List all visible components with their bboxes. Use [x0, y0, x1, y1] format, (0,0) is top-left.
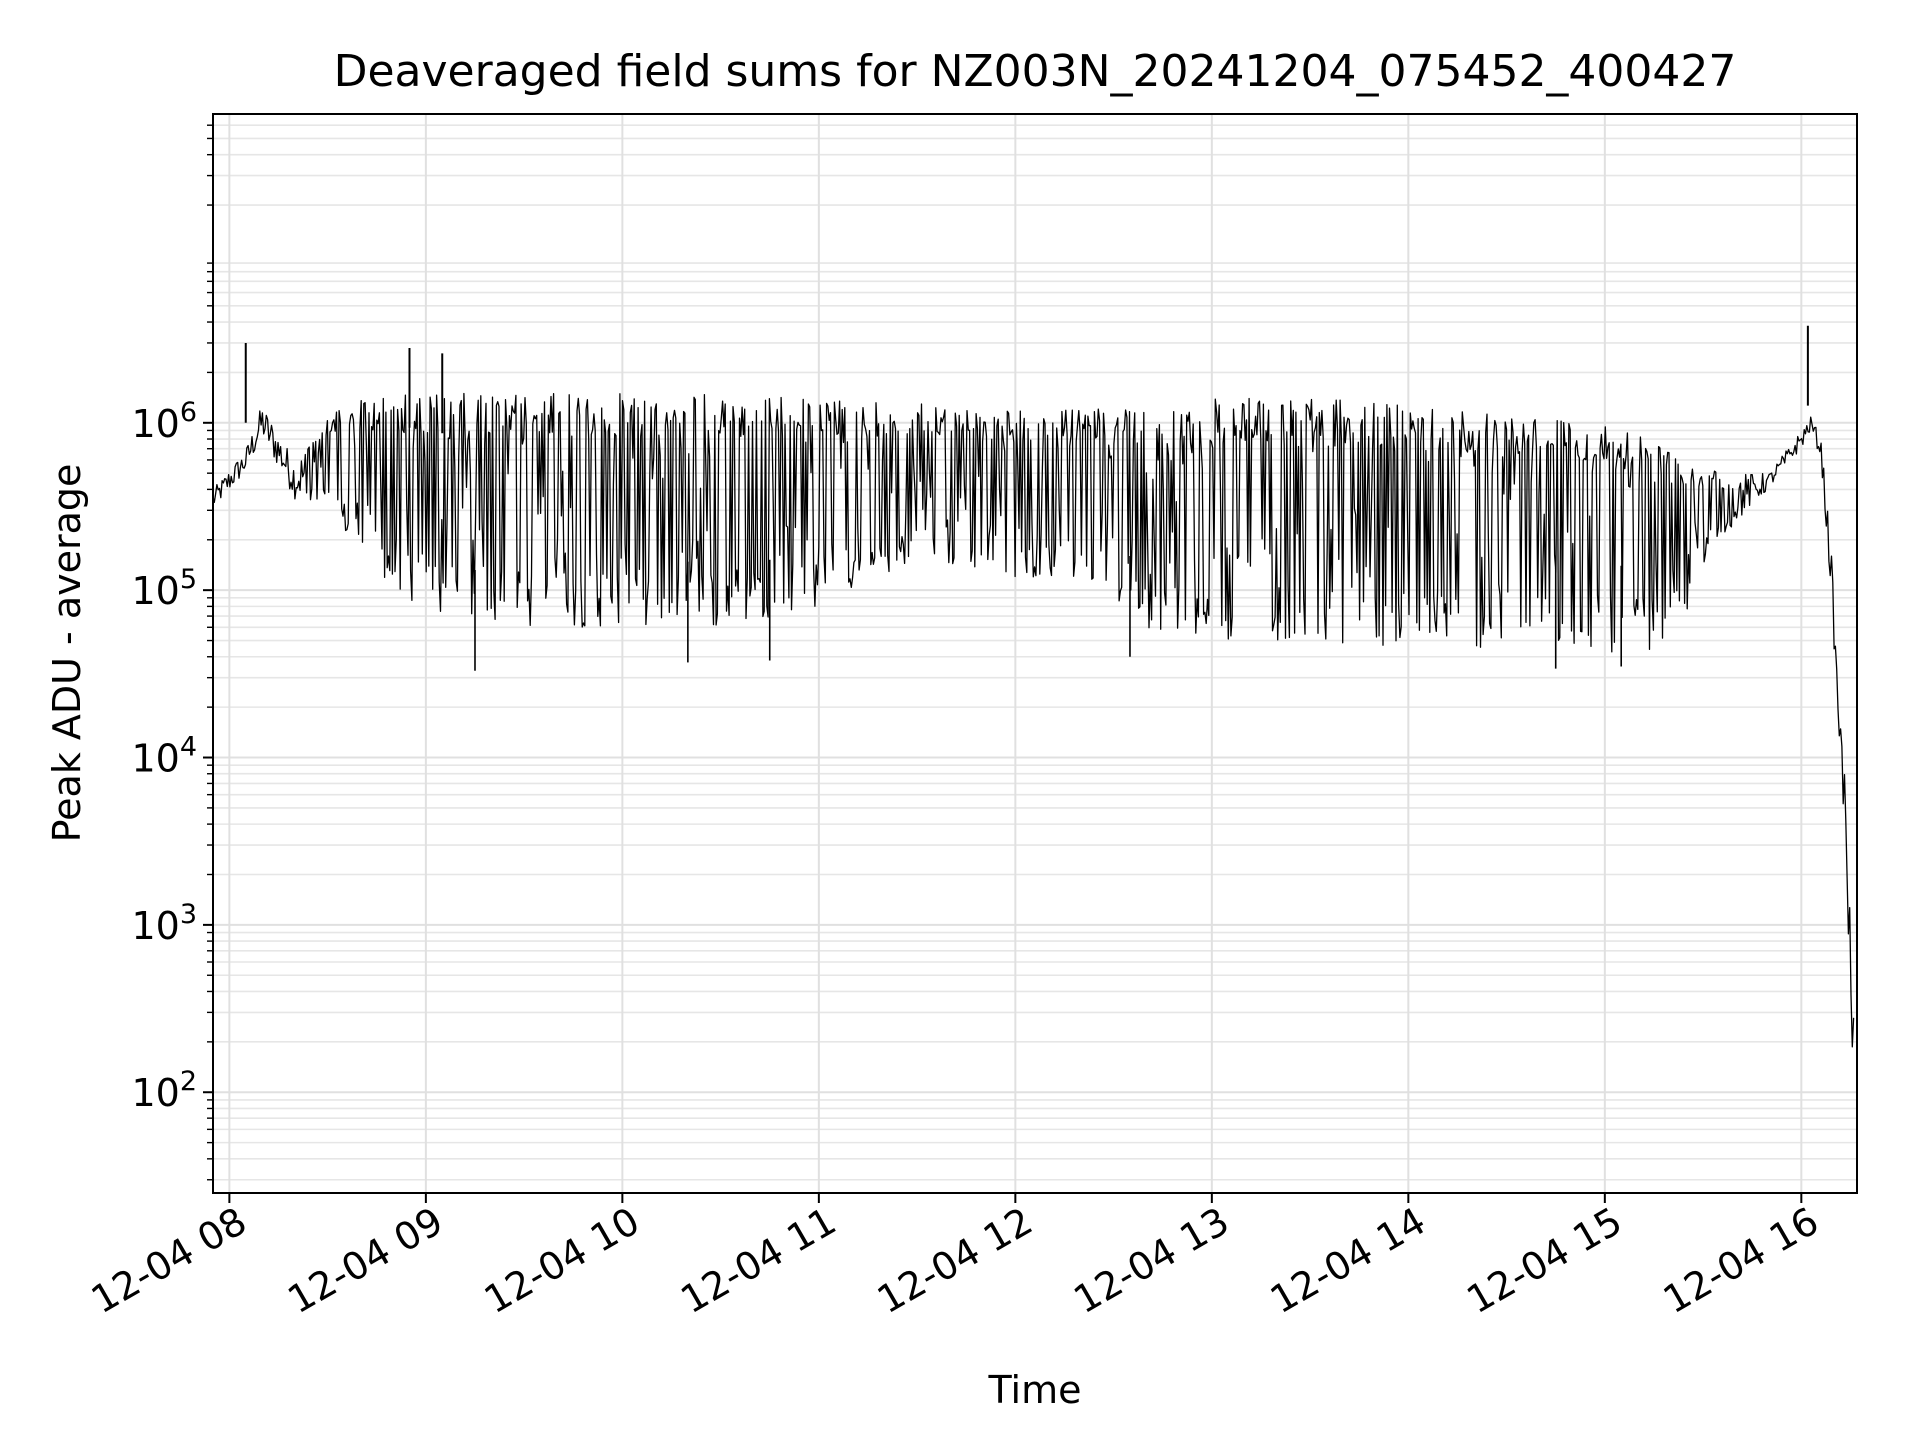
x-tick-label: 12-04 08 [84, 1199, 254, 1323]
minor-gridlines [213, 124, 1857, 1181]
x-axis: 12-04 08 12-04 09 12-04 10 12-04 11 12-04 12… [84, 1193, 1826, 1322]
y-tick-label: 104 [131, 732, 197, 781]
plot-series [212, 325, 1855, 1048]
y-tick-label: 106 [131, 397, 197, 446]
y-tick-label: 103 [131, 899, 197, 948]
x-tick-label: 12-04 15 [1459, 1199, 1629, 1323]
y-tick-label: 102 [131, 1066, 197, 1115]
y-axis: 102 103 104 105 106 [131, 124, 213, 1181]
chart-title: Deaveraged field sums for NZ003N_2024120… [334, 46, 1737, 97]
major-gridlines [213, 114, 1857, 1193]
y-axis-label: Peak ADU - average [45, 464, 89, 843]
x-tick-label: 12-04 14 [1263, 1199, 1433, 1323]
x-tick-label: 12-04 09 [280, 1199, 450, 1323]
series-line [212, 392, 1855, 1048]
x-tick-label: 12-04 11 [673, 1199, 843, 1323]
x-axis-label: Time [988, 1368, 1082, 1412]
x-tick-label: 12-04 10 [477, 1199, 647, 1323]
y-tick-label: 105 [131, 564, 197, 613]
plot-frame [212, 113, 1858, 1194]
x-tick-label: 12-04 13 [1066, 1199, 1236, 1323]
x-tick-label: 12-04 12 [870, 1199, 1040, 1323]
x-tick-label: 12-04 16 [1656, 1199, 1826, 1323]
